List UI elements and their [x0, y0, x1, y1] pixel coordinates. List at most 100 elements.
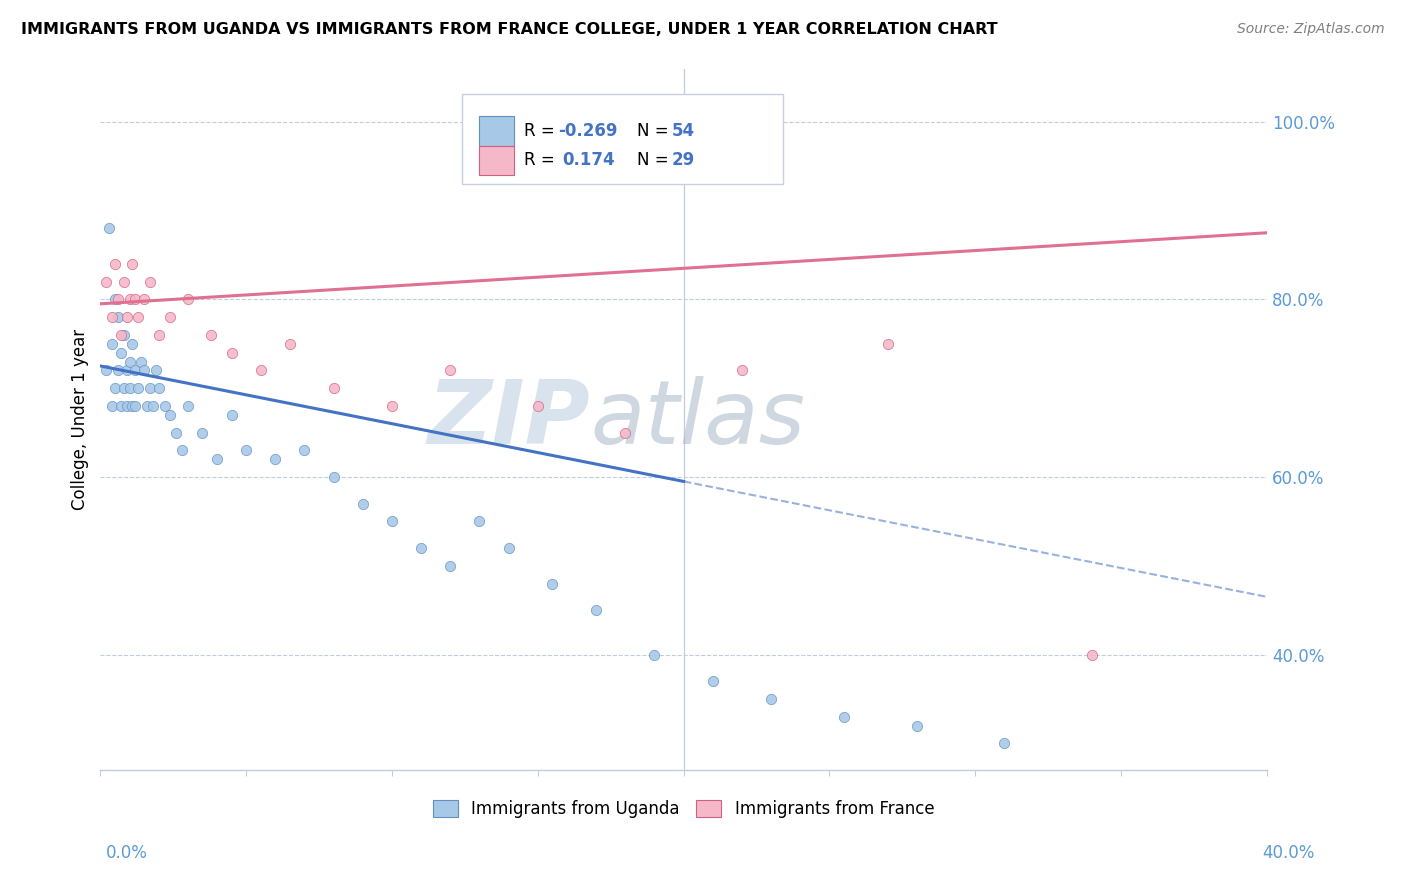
Point	[993, 736, 1015, 750]
Point	[643, 648, 665, 662]
Point	[132, 293, 155, 307]
Point	[112, 275, 135, 289]
Point	[191, 425, 214, 440]
Point	[124, 293, 146, 307]
Point	[527, 399, 550, 413]
Point	[112, 327, 135, 342]
Point	[96, 275, 118, 289]
Point	[121, 399, 143, 413]
Point	[159, 310, 181, 325]
Point	[127, 381, 149, 395]
Point	[136, 399, 159, 413]
Point	[107, 293, 129, 307]
Point	[905, 718, 928, 732]
Point	[142, 399, 165, 413]
FancyBboxPatch shape	[479, 116, 515, 145]
Point	[411, 541, 433, 555]
Point	[322, 470, 344, 484]
Point	[153, 399, 176, 413]
Point	[498, 541, 520, 555]
Point	[104, 257, 127, 271]
Point	[101, 310, 124, 325]
Point	[468, 514, 491, 528]
Point	[200, 327, 222, 342]
Point	[205, 452, 228, 467]
Text: R =: R =	[524, 122, 554, 140]
Text: 0.0%: 0.0%	[105, 844, 148, 862]
Point	[381, 399, 404, 413]
Point	[115, 399, 138, 413]
Point	[104, 293, 127, 307]
Legend: Immigrants from Uganda, Immigrants from France: Immigrants from Uganda, Immigrants from …	[426, 793, 941, 825]
FancyBboxPatch shape	[479, 145, 515, 175]
Text: IMMIGRANTS FROM UGANDA VS IMMIGRANTS FROM FRANCE COLLEGE, UNDER 1 YEAR CORRELATI: IMMIGRANTS FROM UGANDA VS IMMIGRANTS FRO…	[21, 22, 998, 37]
Text: 40.0%: 40.0%	[1263, 844, 1315, 862]
Point	[118, 354, 141, 368]
Point	[614, 425, 637, 440]
Point	[139, 381, 162, 395]
Point	[132, 363, 155, 377]
Point	[101, 399, 124, 413]
Y-axis label: College, Under 1 year: College, Under 1 year	[72, 328, 89, 510]
Point	[585, 603, 607, 617]
Point	[98, 221, 121, 235]
Point	[124, 363, 146, 377]
Point	[352, 497, 374, 511]
Text: 0.174: 0.174	[562, 152, 614, 169]
Point	[145, 363, 167, 377]
FancyBboxPatch shape	[463, 95, 783, 185]
Point	[127, 310, 149, 325]
Point	[832, 709, 855, 723]
Point	[159, 408, 181, 422]
Point	[541, 576, 564, 591]
Text: 29: 29	[672, 152, 695, 169]
Text: N =: N =	[637, 122, 669, 140]
Point	[264, 452, 287, 467]
Point	[221, 408, 243, 422]
Text: ZIP: ZIP	[427, 376, 591, 463]
Text: R =: R =	[524, 152, 554, 169]
Point	[381, 514, 404, 528]
Point	[221, 345, 243, 359]
Point	[439, 363, 461, 377]
Point	[101, 336, 124, 351]
Point	[322, 381, 344, 395]
Text: -0.269: -0.269	[558, 122, 617, 140]
Point	[110, 399, 132, 413]
Point	[115, 363, 138, 377]
Point	[107, 310, 129, 325]
Point	[129, 354, 152, 368]
Point	[112, 381, 135, 395]
Point	[118, 293, 141, 307]
Point	[121, 257, 143, 271]
Point	[165, 425, 187, 440]
Point	[1081, 648, 1104, 662]
Point	[702, 674, 724, 689]
Point	[110, 345, 132, 359]
Point	[110, 327, 132, 342]
Point	[115, 310, 138, 325]
Point	[148, 381, 170, 395]
Text: Source: ZipAtlas.com: Source: ZipAtlas.com	[1237, 22, 1385, 37]
Text: N =: N =	[637, 152, 669, 169]
Point	[876, 336, 898, 351]
Point	[96, 363, 118, 377]
Point	[121, 336, 143, 351]
Point	[731, 363, 754, 377]
Point	[235, 443, 257, 458]
Point	[124, 399, 146, 413]
Point	[294, 443, 316, 458]
Point	[249, 363, 271, 377]
Point	[439, 558, 461, 573]
Text: atlas: atlas	[591, 376, 806, 462]
Text: 54: 54	[672, 122, 695, 140]
Point	[148, 327, 170, 342]
Point	[177, 293, 200, 307]
Point	[139, 275, 162, 289]
Point	[107, 363, 129, 377]
Point	[759, 692, 782, 706]
Point	[170, 443, 193, 458]
Point	[177, 399, 200, 413]
Point	[104, 381, 127, 395]
Point	[118, 381, 141, 395]
